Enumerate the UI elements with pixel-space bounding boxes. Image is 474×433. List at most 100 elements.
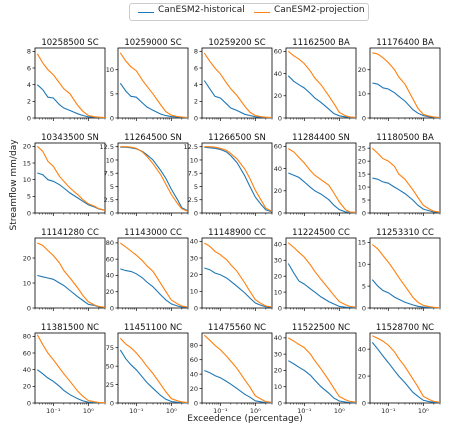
y-tick-label: 30 [274, 257, 282, 265]
x-tick-label: 10⁻¹ [46, 407, 61, 415]
projection-line [287, 242, 357, 308]
panel-title: 10259200 SC [208, 38, 265, 48]
panel-13: 11148900 CC 0 10 20 30 40 [190, 228, 273, 312]
y-tick-label: 10 [274, 383, 282, 391]
y-tick-label: 0 [194, 304, 198, 312]
panel-frame [201, 142, 273, 214]
y-tick-label: 0 [110, 304, 114, 312]
y-tick-label: 20 [358, 372, 366, 380]
historical-line [204, 267, 273, 308]
y-tick-label: 20 [274, 272, 282, 280]
panel-4: 11162500 BA 0 20 40 60 [274, 38, 357, 122]
panel-14: 11224500 CC 0 10 20 30 40 [274, 228, 357, 312]
y-tick-label: 4 [27, 81, 31, 89]
projection-line [203, 52, 273, 119]
panel-frame [369, 142, 441, 214]
y-tick-label: 10 [106, 66, 114, 74]
panel-title: 11141280 CC [41, 228, 99, 238]
panel-6: 10343500 SN 0 5 10 15 20 [23, 133, 106, 217]
y-tick-label: 0 [110, 209, 114, 217]
y-tick-label: 0 [194, 114, 198, 122]
legend-historical-label: CanESM2-historical [158, 5, 245, 15]
projection-line [372, 52, 441, 119]
panel-title: 10258500 SC [41, 38, 98, 48]
panel-title: 11264500 SN [124, 133, 182, 143]
y-tick-label: 10 [190, 156, 198, 164]
panel-frame [201, 47, 273, 119]
y-tick-label: 40 [358, 345, 366, 353]
y-tick-label: 0 [278, 209, 282, 217]
y-tick-label: 40 [190, 238, 198, 246]
y-tick-label: 0 [278, 114, 282, 122]
y-tick-label: 60 [274, 143, 282, 151]
historical-line [119, 82, 189, 119]
panel-frame [117, 142, 189, 214]
projection-line [37, 242, 106, 308]
panel-3: 10259200 SC 0 2 4 6 8 [194, 38, 273, 122]
y-tick-label: 75 [106, 344, 114, 352]
x-tick-label: 10⁰ [83, 407, 94, 415]
y-tick-label: 0 [27, 399, 31, 407]
legend: CanESM2-historical CanESM2-projection [129, 3, 369, 21]
y-tick-label: 0 [278, 399, 282, 407]
y-tick-label: 0 [362, 304, 366, 312]
projection-line [119, 337, 189, 404]
y-tick-label: 0 [110, 114, 114, 122]
projection-line [203, 334, 273, 403]
panel-title: 11284400 SN [292, 133, 350, 143]
panel-9: 11284400 SN 0 20 40 60 [274, 133, 357, 217]
panel-title: 10259000 SC [124, 38, 181, 48]
y-tick-label: 5 [27, 193, 31, 201]
y-tick-label: 5 [362, 282, 366, 290]
panel-title: 11451100 NC [124, 323, 182, 333]
historical-line [203, 80, 273, 119]
y-tick-label: 50 [106, 362, 114, 370]
historical-line [372, 82, 441, 119]
y-tick-label: 5 [110, 90, 114, 98]
legend-historical-swatch [138, 12, 154, 13]
y-tick-label: 0 [27, 114, 31, 122]
panel-5: 11176400 BA 0 10 20 [358, 38, 441, 122]
y-tick-label: 6 [194, 64, 198, 72]
panel-title: 11475560 NC [208, 323, 266, 333]
y-tick-label: 7.5 [188, 170, 198, 178]
y-tick-label: 40 [106, 272, 114, 280]
y-tick-label: 8 [194, 48, 198, 56]
panel-frame [369, 47, 441, 119]
y-tick-label: 80 [190, 342, 198, 350]
y-tick-label: 10 [358, 90, 366, 98]
y-tick-label: 15 [358, 239, 366, 247]
historical-line [204, 369, 273, 404]
panel-18: 11475560 NC 0 20 40 60 80 10⁻¹ 10⁰ [190, 323, 273, 415]
panel-title: 11381500 NC [41, 323, 99, 333]
y-tick-label: 80 [106, 239, 114, 247]
y-tick-label: 40 [274, 334, 282, 342]
y-tick-label: 20 [106, 288, 114, 296]
panel-17: 11451100 NC 0 25 50 75 10⁻¹ 10⁰ [106, 323, 189, 415]
panel-title: 11162500 BA [292, 38, 350, 48]
panel-frame [34, 47, 106, 119]
y-tick-label: 10 [106, 156, 114, 164]
x-tick-label: 10⁻¹ [381, 407, 396, 415]
panel-title: 11148900 CC [208, 228, 266, 238]
x-tick-label: 10⁻¹ [297, 407, 312, 415]
y-tick-label: 12.5 [184, 143, 198, 151]
historical-line [371, 342, 441, 404]
panel-title: 10343500 SN [41, 133, 99, 143]
y-tick-label: 0 [194, 209, 198, 217]
y-tick-label: 20 [23, 254, 31, 262]
y-tick-label: 8 [27, 48, 31, 56]
historical-line [204, 146, 273, 213]
y-tick-label: 20 [190, 385, 198, 393]
y-tick-label: 40 [274, 165, 282, 173]
x-tick-label: 10⁻¹ [213, 407, 228, 415]
y-tick-label: 30 [190, 254, 198, 262]
y-tick-label: 40 [274, 70, 282, 78]
y-tick-label: 6 [27, 64, 31, 72]
panel-title: 11176400 BA [376, 38, 434, 48]
y-tick-label: 12.5 [100, 143, 114, 151]
panel-frame [369, 237, 441, 309]
projection-line [288, 148, 357, 213]
projection-line [204, 242, 273, 308]
panel-title: 11522500 NC [292, 323, 350, 333]
